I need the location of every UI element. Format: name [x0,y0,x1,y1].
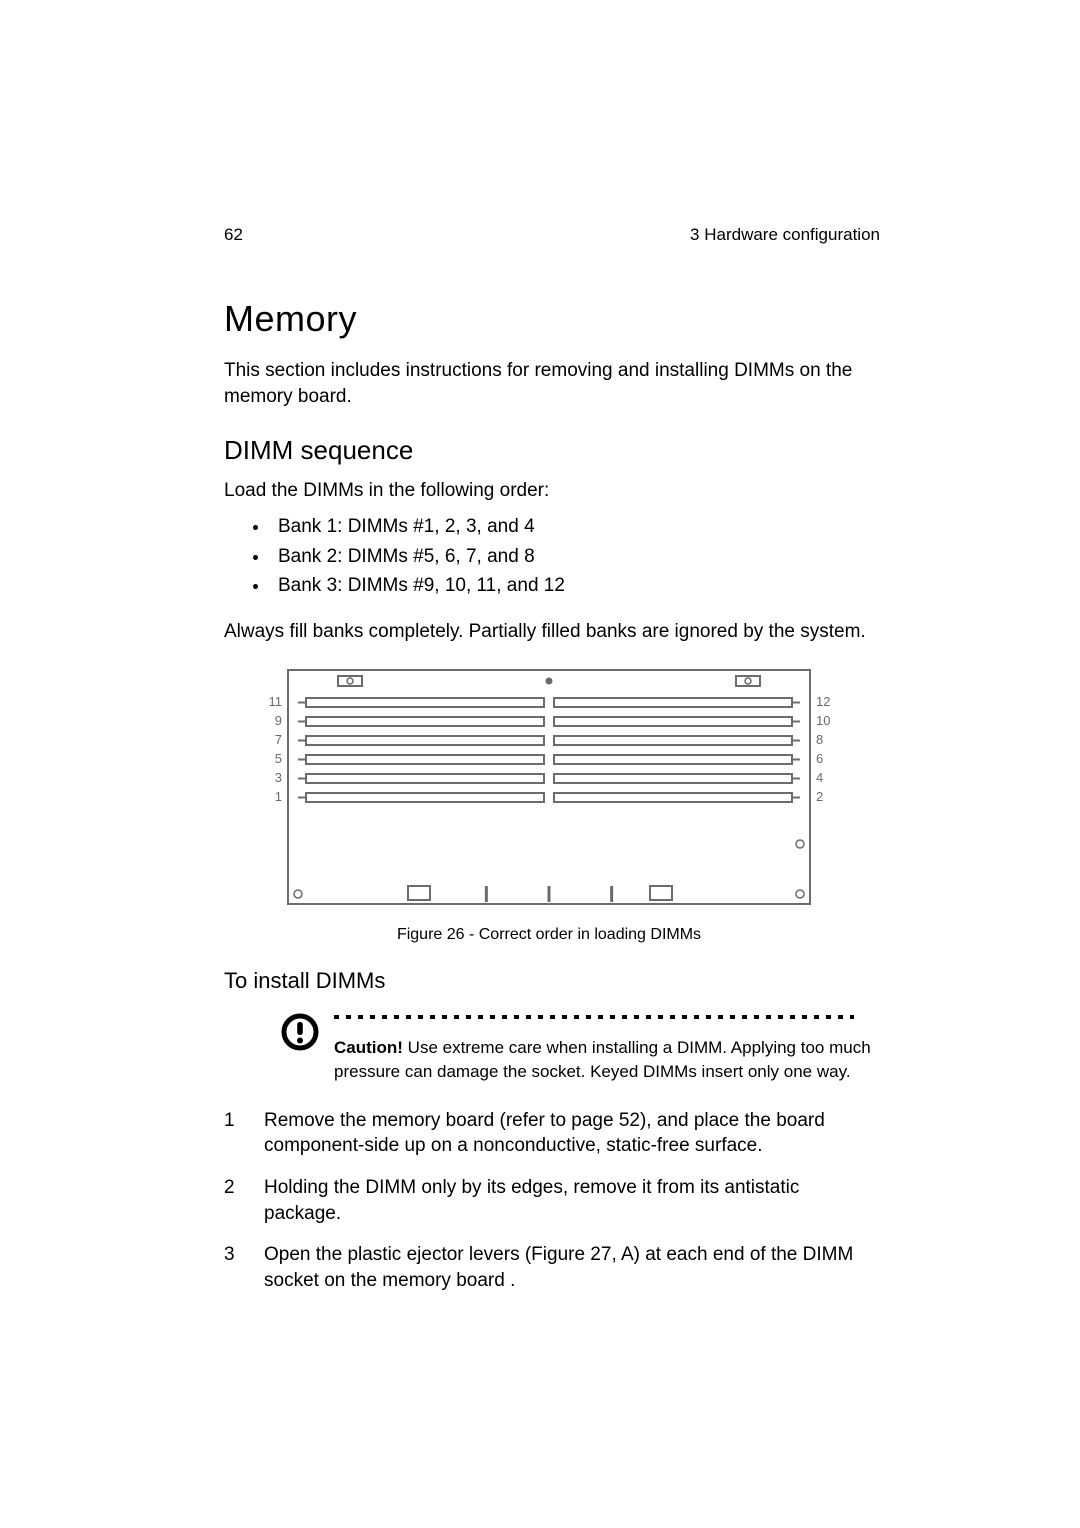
section-label: 3 Hardware configuration [690,225,880,245]
install-heading: To install DIMMs [224,968,874,994]
caution-label: Caution! [334,1038,403,1057]
dimm-sequence-heading: DIMM sequence [224,435,874,466]
svg-text:9: 9 [275,713,282,728]
caution-divider [334,1012,874,1030]
svg-text:6: 6 [816,751,823,766]
page-number: 62 [224,225,243,245]
svg-text:2: 2 [816,789,823,804]
intro-paragraph: This section includes instructions for r… [224,358,874,409]
list-item: Bank 2: DIMMs #5, 6, 7, and 8 [270,542,874,571]
caution-text: Caution! Use extreme care when installin… [334,1036,874,1084]
svg-text:11: 11 [269,694,283,709]
svg-text:7: 7 [275,732,282,747]
dimm-sequence-note: Always fill banks completely. Partially … [224,619,874,645]
dimm-figure: 111291078563412 [256,662,842,912]
svg-text:1: 1 [275,789,282,804]
svg-text:12: 12 [816,694,830,709]
caution-body: Caution! Use extreme care when installin… [334,1012,874,1084]
caution-message: Use extreme care when installing a DIMM.… [334,1038,871,1081]
svg-text:8: 8 [816,732,823,747]
svg-text:4: 4 [816,770,823,785]
install-steps: Remove the memory board (refer to page 5… [224,1108,874,1294]
list-item: Bank 3: DIMMs #9, 10, 11, and 12 [270,571,874,600]
svg-text:3: 3 [275,770,282,785]
list-item: Holding the DIMM only by its edges, remo… [224,1175,874,1226]
svg-text:10: 10 [816,713,830,728]
caution-icon [280,1012,320,1057]
dimm-sequence-lead: Load the DIMMs in the following order: [224,480,874,502]
list-item: Bank 1: DIMMs #1, 2, 3, and 4 [270,512,874,541]
list-item: Remove the memory board (refer to page 5… [224,1108,874,1159]
figure-caption: Figure 26 - Correct order in loading DIM… [224,926,874,944]
list-item: Open the plastic ejector levers (Figure … [224,1242,874,1293]
dimm-sequence-list: Bank 1: DIMMs #1, 2, 3, and 4 Bank 2: DI… [224,512,874,600]
caution-box: Caution! Use extreme care when installin… [280,1012,874,1084]
page-title: Memory [224,298,874,340]
svg-text:5: 5 [275,751,282,766]
